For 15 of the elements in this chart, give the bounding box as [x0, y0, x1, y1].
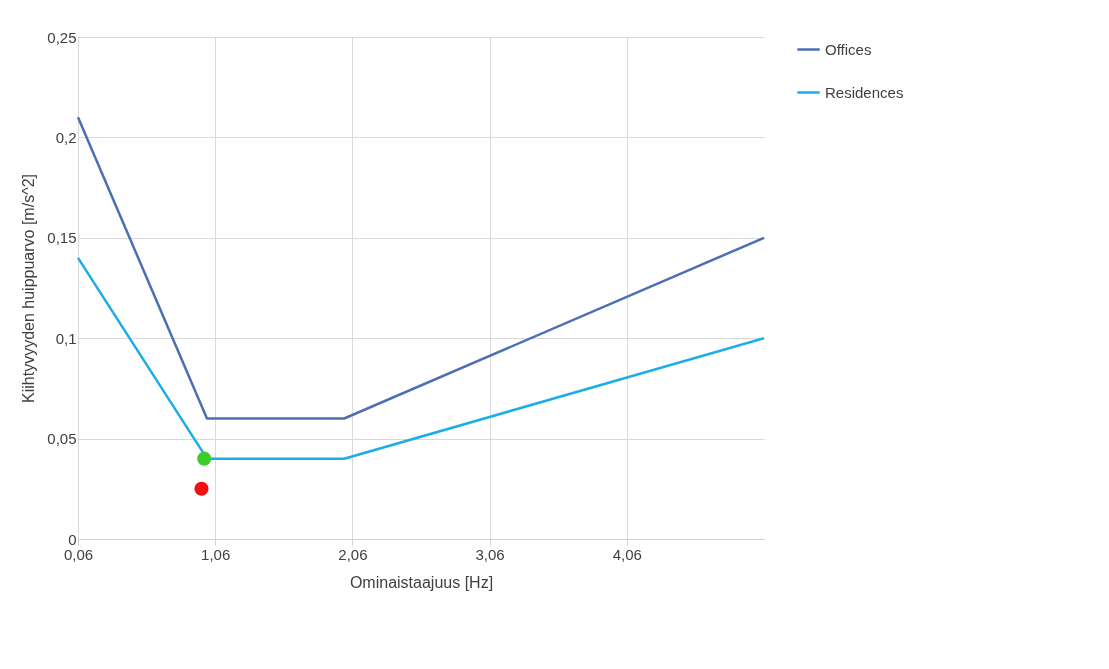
y-tick-label: 0,15 [47, 229, 77, 247]
y-tick-label: 0,25 [47, 28, 77, 46]
y-tick-label: 0,05 [47, 430, 77, 448]
x-tick-label: 2,06 [338, 545, 368, 563]
y-tick-label: 0,2 [55, 128, 77, 146]
x-tick-label: 4,06 [612, 545, 642, 563]
y-tick-label: 0 [68, 530, 77, 548]
y-tick-label: 0,1 [55, 329, 77, 347]
x-tick-label: 3,06 [475, 545, 505, 563]
legend-label: Residences [825, 83, 904, 101]
legend-label: Offices [825, 40, 872, 58]
x-tick-label: 0,06 [63, 545, 94, 563]
y-axis-title: Kiihtyvyyden huippuarvo [m/s^2] [20, 174, 38, 403]
x-tick-label: 1,06 [201, 545, 231, 563]
x-axis-title: Ominaistaajuus [Hz] [349, 573, 494, 591]
